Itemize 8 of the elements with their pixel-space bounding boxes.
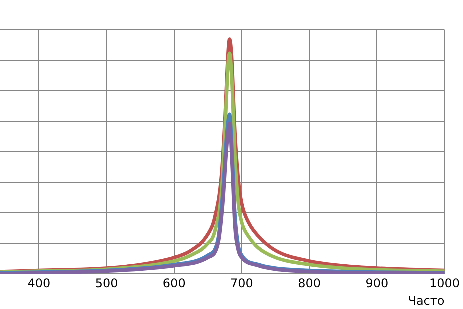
x-tick-label: 800 bbox=[298, 276, 322, 291]
x-axis-title: Часто bbox=[408, 294, 445, 308]
x-tick-label: 500 bbox=[95, 276, 118, 291]
x-tick-label: 600 bbox=[162, 276, 186, 291]
x-tick-label: 900 bbox=[366, 276, 389, 291]
x-tick-label: 1000 bbox=[429, 276, 460, 291]
x-tick-label: 400 bbox=[28, 276, 51, 291]
x-tick-label: 700 bbox=[230, 276, 254, 291]
